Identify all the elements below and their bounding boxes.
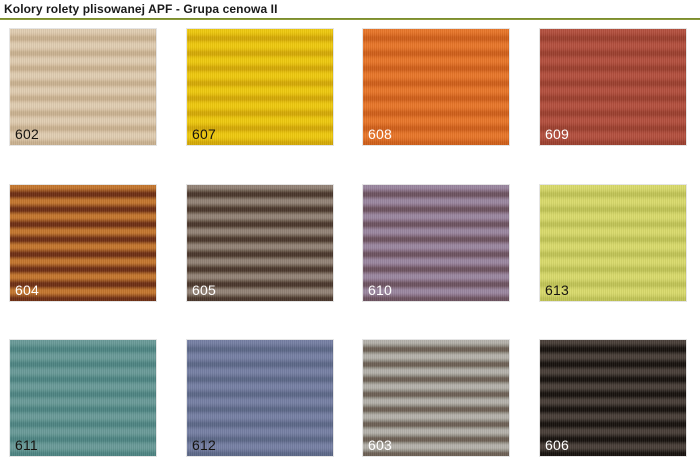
color-swatch[interactable]: 610 xyxy=(363,185,509,301)
swatch-code-label: 609 xyxy=(545,126,569,142)
swatch-fabric-pattern xyxy=(540,185,686,301)
swatch-code-label: 608 xyxy=(368,126,392,142)
swatch-fabric-pattern xyxy=(10,29,156,145)
color-swatch[interactable]: 605 xyxy=(187,185,333,301)
header-divider xyxy=(0,18,700,20)
swatch-fabric-pattern xyxy=(10,185,156,301)
swatch-code-label: 604 xyxy=(15,282,39,298)
swatch-code-label: 603 xyxy=(368,437,392,453)
color-swatch[interactable]: 608 xyxy=(363,29,509,145)
swatch-fabric-pattern xyxy=(187,185,333,301)
color-swatch[interactable]: 611 xyxy=(10,340,156,456)
color-swatch[interactable]: 609 xyxy=(540,29,686,145)
color-swatch[interactable]: 604 xyxy=(10,185,156,301)
color-swatch[interactable]: 602 xyxy=(10,29,156,145)
swatch-fabric-pattern xyxy=(363,340,509,456)
color-swatch[interactable]: 606 xyxy=(540,340,686,456)
swatch-code-label: 606 xyxy=(545,437,569,453)
page-title: Kolory rolety plisowanej APF - Grupa cen… xyxy=(4,2,278,16)
swatch-fabric-pattern xyxy=(187,340,333,456)
swatch-grid: 602 607 608 609 604 605 610 613 611 612 603 606 xyxy=(0,22,700,463)
color-swatch[interactable]: 607 xyxy=(187,29,333,145)
color-swatch[interactable]: 612 xyxy=(187,340,333,456)
swatch-code-label: 612 xyxy=(192,437,216,453)
swatch-code-label: 611 xyxy=(15,437,38,453)
swatch-code-label: 602 xyxy=(15,126,39,142)
swatch-code-label: 607 xyxy=(192,126,216,142)
swatch-fabric-pattern xyxy=(540,29,686,145)
swatch-fabric-pattern xyxy=(187,29,333,145)
swatch-code-label: 613 xyxy=(545,282,569,298)
swatch-fabric-pattern xyxy=(540,340,686,456)
color-swatch[interactable]: 603 xyxy=(363,340,509,456)
color-swatch[interactable]: 613 xyxy=(540,185,686,301)
swatch-code-label: 605 xyxy=(192,282,216,298)
swatch-fabric-pattern xyxy=(363,185,509,301)
swatch-fabric-pattern xyxy=(363,29,509,145)
swatch-code-label: 610 xyxy=(368,282,392,298)
swatch-fabric-pattern xyxy=(10,340,156,456)
page-header: Kolory rolety plisowanej APF - Grupa cen… xyxy=(0,0,700,22)
